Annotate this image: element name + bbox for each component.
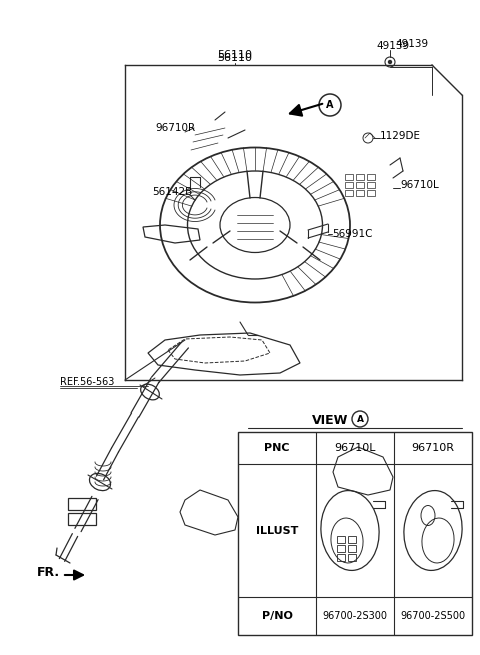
Bar bbox=[356, 182, 364, 188]
Text: 56142B: 56142B bbox=[152, 187, 192, 197]
Text: A: A bbox=[326, 100, 334, 110]
Text: 96710R: 96710R bbox=[155, 123, 195, 133]
Bar bbox=[345, 174, 353, 180]
Bar bbox=[337, 553, 345, 561]
Text: ILLUST: ILLUST bbox=[256, 525, 298, 536]
Text: 56991C: 56991C bbox=[332, 229, 372, 239]
Bar bbox=[367, 190, 375, 196]
Text: 56110: 56110 bbox=[217, 53, 252, 63]
Text: A: A bbox=[357, 415, 363, 424]
Text: VIEW: VIEW bbox=[312, 413, 348, 426]
Bar bbox=[337, 536, 345, 542]
Text: 49139: 49139 bbox=[376, 41, 409, 51]
Bar bbox=[345, 190, 353, 196]
Bar bbox=[356, 174, 364, 180]
Text: 96700-2S500: 96700-2S500 bbox=[400, 611, 466, 621]
Text: 56110: 56110 bbox=[217, 50, 252, 60]
Bar bbox=[337, 544, 345, 552]
Bar bbox=[367, 174, 375, 180]
Text: P/NO: P/NO bbox=[262, 611, 292, 621]
Circle shape bbox=[388, 60, 392, 64]
Bar bbox=[68, 513, 96, 525]
Text: PNC: PNC bbox=[264, 443, 290, 453]
Text: 1129DE: 1129DE bbox=[380, 131, 421, 141]
Text: 96710R: 96710R bbox=[411, 443, 455, 453]
Text: 96710L: 96710L bbox=[400, 180, 439, 190]
Bar bbox=[238, 432, 472, 635]
Bar bbox=[367, 182, 375, 188]
Bar bbox=[345, 182, 353, 188]
Bar bbox=[68, 498, 96, 510]
Bar bbox=[348, 536, 356, 542]
Text: 49139: 49139 bbox=[395, 39, 428, 49]
Text: REF.56-563: REF.56-563 bbox=[60, 377, 114, 387]
Bar bbox=[356, 190, 364, 196]
Text: FR.: FR. bbox=[37, 565, 60, 578]
Text: 96700-2S300: 96700-2S300 bbox=[323, 611, 387, 621]
Bar bbox=[348, 544, 356, 552]
Bar bbox=[348, 553, 356, 561]
Text: 96710L: 96710L bbox=[334, 443, 376, 453]
